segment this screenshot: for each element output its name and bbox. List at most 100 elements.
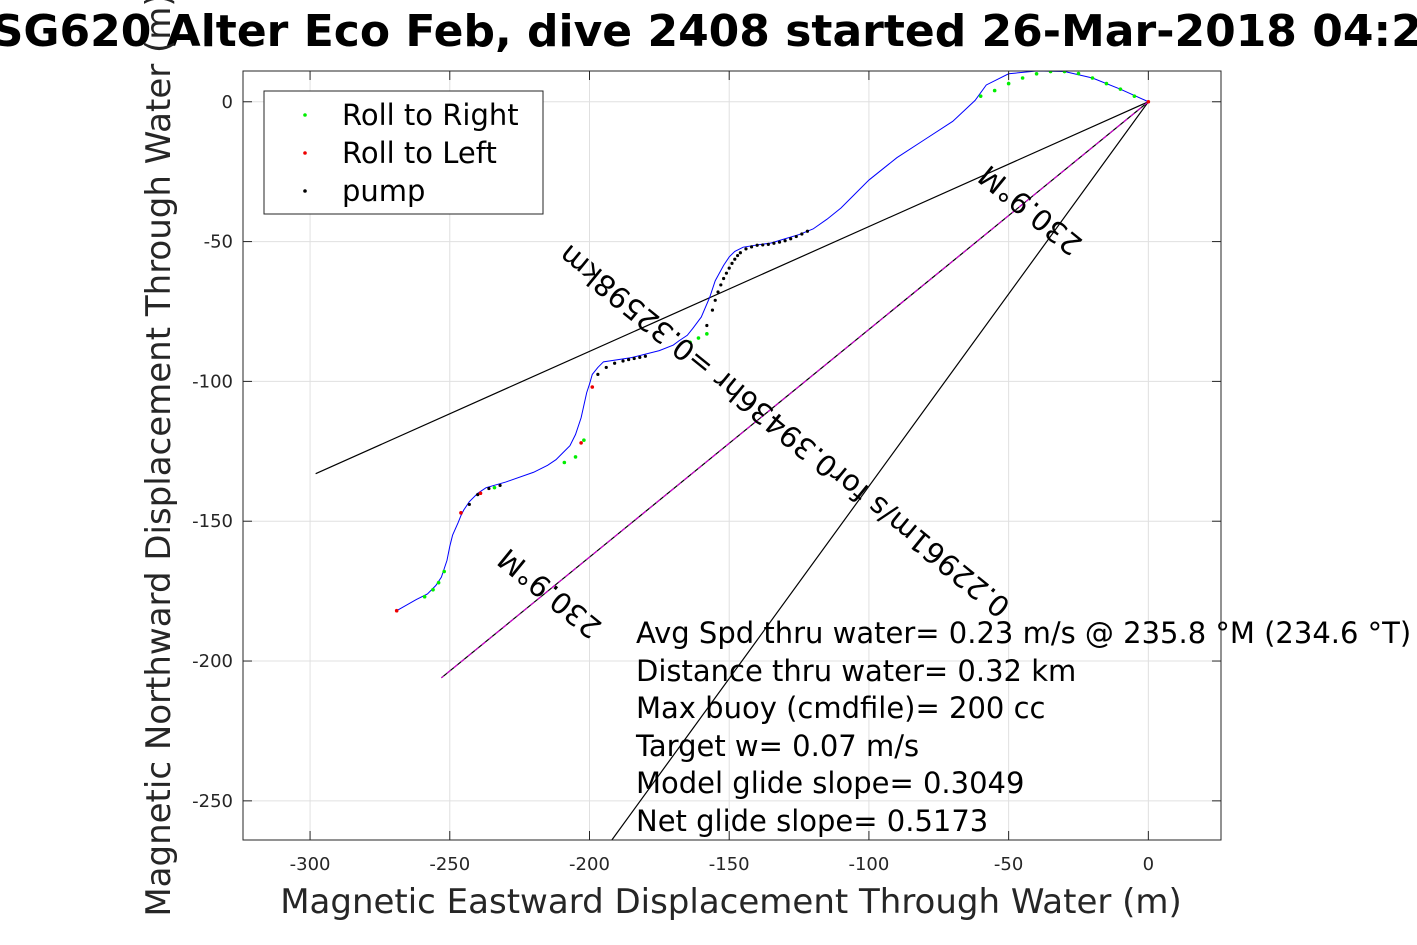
pump-point — [800, 232, 804, 236]
x-tick-label: -50 — [994, 854, 1023, 875]
roll-right-point — [1048, 71, 1053, 74]
roll-left-point — [478, 491, 483, 496]
pump-point — [638, 355, 642, 359]
pump-point — [733, 257, 737, 261]
pump-point — [596, 372, 600, 377]
x-axis-label: Magnetic Eastward Displacement Through W… — [280, 882, 1182, 922]
track-line — [396, 71, 1149, 612]
chart-title: SG620 Alter Eco Feb, dive 2408 started 2… — [0, 6, 1417, 57]
pump-point — [627, 357, 631, 362]
pump-point — [727, 266, 731, 270]
x-tick-label: -250 — [429, 854, 470, 875]
y-tick-label: -250 — [192, 791, 233, 812]
annotation-max-buoy: Max buoy (cmdfile)= 200 cc — [636, 691, 1045, 725]
pump-point — [766, 242, 770, 246]
roll-right-point — [696, 336, 701, 340]
annotation-model-glide: Model glide slope= 0.3049 — [636, 766, 1024, 800]
roll-right-point — [1132, 94, 1137, 98]
pump-point — [789, 237, 793, 241]
pump-point — [613, 361, 617, 365]
roll-right-point — [1090, 76, 1095, 80]
plot-frame — [242, 70, 1222, 841]
pump-point — [749, 245, 754, 249]
pump-point — [467, 502, 471, 507]
roll-right-point — [1006, 81, 1011, 86]
pump-point — [705, 323, 709, 328]
pump-point — [476, 493, 480, 497]
pump-point — [722, 276, 726, 281]
pump-point — [710, 308, 715, 312]
pump-point — [498, 483, 502, 488]
pump-point — [735, 253, 740, 258]
heading-line-magenta — [441, 101, 1149, 679]
roll-right-point — [978, 94, 983, 98]
y-tick-label: -100 — [192, 371, 233, 392]
pump-point — [632, 356, 636, 361]
roll-right-point — [492, 485, 497, 490]
roll-right-point — [1062, 71, 1067, 74]
roll-right-point — [1076, 71, 1081, 76]
roll-right-point — [582, 438, 586, 442]
roll-right-point — [562, 460, 567, 465]
pump-point — [643, 354, 647, 358]
roll-right-point — [422, 594, 427, 599]
roll-right-point — [992, 88, 997, 93]
pump-point — [724, 271, 729, 275]
roll-right-point — [436, 580, 441, 585]
roll-left-point — [459, 511, 463, 515]
y-tick-label: 0 — [222, 92, 233, 113]
y-tick-label: -150 — [192, 511, 233, 532]
pump-point — [730, 261, 734, 265]
legend-pump: pump — [342, 174, 425, 208]
reference-line — [315, 101, 1149, 475]
track-series — [396, 71, 1149, 612]
legend: Roll to Right Roll to Left pump — [263, 90, 544, 215]
roll-left-point — [394, 608, 399, 613]
roll-right-point — [431, 587, 435, 592]
roll-left-point — [579, 441, 583, 445]
legend-roll-right-marker — [303, 113, 307, 117]
pump-point — [713, 298, 717, 302]
roll-right-point — [705, 332, 709, 336]
legend-roll-left: Roll to Left — [342, 136, 497, 170]
pump-point — [716, 290, 720, 294]
roll-left-point — [1146, 99, 1151, 104]
roll-right-point — [1020, 76, 1025, 80]
y-axis-label: Magnetic Northward Displacement Through … — [139, 0, 179, 917]
pump-point — [761, 243, 765, 247]
roll-left-point — [590, 385, 595, 389]
x-tick-label: -150 — [709, 854, 750, 875]
axis-ticks: -300 -250 -200 -150 -100 -50 0 -250 -200 -150 -100… — [192, 71, 1221, 875]
pump-point — [487, 486, 491, 491]
annotation-distance: Distance thru water= 0.32 km — [636, 654, 1076, 688]
reference-lines — [315, 101, 1149, 840]
annotation-avg-speed: Avg Spd thru water= 0.23 m/s @ 235.8 °M … — [636, 616, 1411, 650]
annotation-net-glide: Net glide slope= 0.5173 — [636, 804, 988, 838]
legend-box — [263, 90, 544, 215]
roll-right-point — [1104, 81, 1109, 86]
pump-point — [744, 247, 748, 251]
roll-right-point — [442, 569, 446, 574]
x-tick-label: 0 — [1143, 854, 1154, 875]
pump-point — [755, 243, 759, 247]
y-tick-label: -50 — [204, 232, 233, 253]
pump-point — [621, 359, 625, 363]
legend-pump-marker — [303, 189, 307, 193]
roll-right-point — [1034, 71, 1039, 76]
pump-point — [777, 240, 782, 244]
legend-roll-right: Roll to Right — [342, 98, 519, 132]
pump-point — [719, 283, 723, 287]
marker-series — [394, 71, 1151, 613]
x-tick-label: -200 — [569, 854, 610, 875]
reference-line — [611, 101, 1149, 840]
pump-point — [772, 241, 776, 245]
pump-point — [604, 365, 608, 370]
pump-point — [738, 251, 742, 255]
roll-right-point — [1118, 87, 1123, 91]
annotation-target-w: Target w= 0.07 m/s — [635, 729, 919, 763]
pump-point — [805, 229, 810, 233]
roll-right-point — [573, 455, 578, 459]
stats-annotations: Avg Spd thru water= 0.23 m/s @ 235.8 °M … — [635, 616, 1411, 838]
pump-point — [783, 239, 787, 243]
